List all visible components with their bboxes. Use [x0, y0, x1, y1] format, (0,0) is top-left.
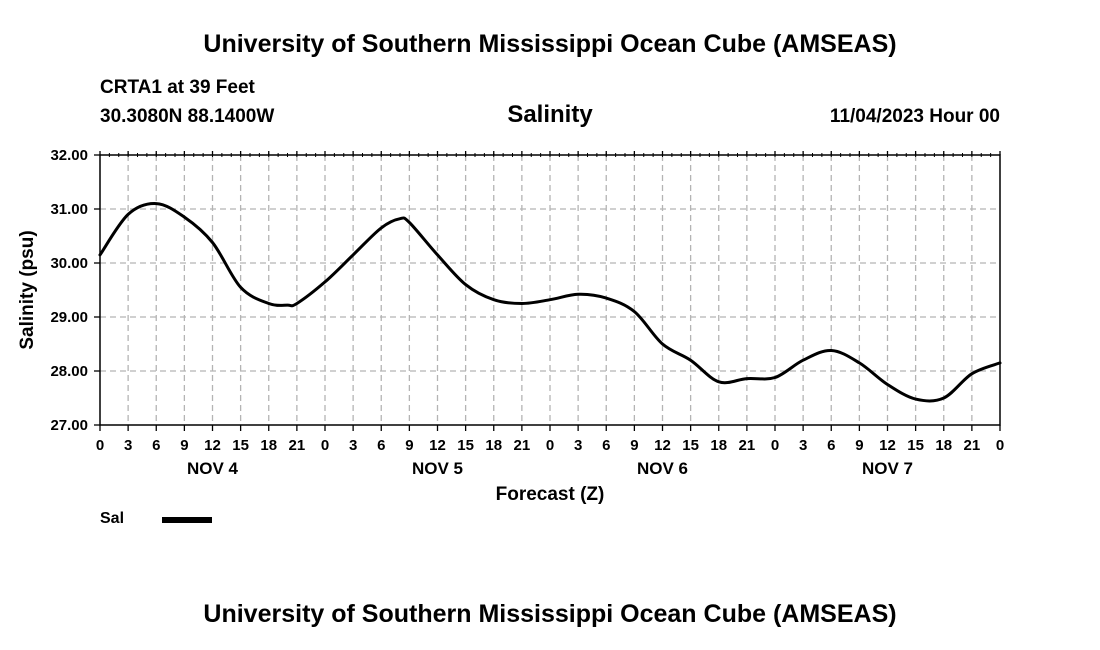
y-tick-label: 31.00 — [50, 201, 88, 218]
x-tick-label: 6 — [827, 437, 835, 454]
x-tick-label: 15 — [682, 437, 699, 454]
day-label: NOV 6 — [637, 459, 688, 478]
day-label: NOV 7 — [862, 459, 913, 478]
x-axis-title: Forecast (Z) — [496, 484, 605, 505]
x-tick-label: 12 — [879, 437, 896, 454]
x-tick-label: 18 — [485, 437, 502, 454]
day-label: NOV 5 — [412, 459, 463, 478]
x-tick-label: 21 — [739, 437, 756, 454]
x-tick-label: 12 — [429, 437, 446, 454]
x-tick-label: 15 — [457, 437, 474, 454]
y-axis-title: Salinity (psu) — [17, 230, 38, 349]
y-tick-label: 28.00 — [50, 363, 88, 380]
variable-title: Salinity — [507, 101, 593, 128]
x-tick-label: 0 — [96, 437, 104, 454]
x-tick-label: 6 — [602, 437, 610, 454]
day-label: NOV 4 — [187, 459, 239, 478]
y-tick-label: 27.00 — [50, 417, 88, 434]
y-tick-label: 32.00 — [50, 147, 88, 164]
x-tick-label: 3 — [574, 437, 582, 454]
axis-ticks — [94, 151, 1001, 431]
x-tick-label: 18 — [710, 437, 727, 454]
axis-labels: 0 3 6 9 12 15 18 21 0 3 6 9 12 15 18 21 0 3 6 9 12 15 18 21 0 3 6 9… — [50, 147, 1004, 478]
grid-lines — [100, 155, 1000, 425]
x-tick-label: 3 — [124, 437, 132, 454]
x-tick-label: 0 — [546, 437, 554, 454]
x-tick-label: 0 — [996, 437, 1004, 454]
x-tick-label: 12 — [654, 437, 671, 454]
x-tick-label: 9 — [180, 437, 188, 454]
x-tick-label: 9 — [855, 437, 863, 454]
x-tick-label: 9 — [405, 437, 413, 454]
y-tick-label: 29.00 — [50, 309, 88, 326]
x-tick-label: 3 — [349, 437, 357, 454]
coordinates-label: 30.3080N 88.1400W — [100, 106, 275, 127]
x-tick-label: 6 — [377, 437, 385, 454]
x-tick-label: 21 — [964, 437, 981, 454]
x-tick-label: 3 — [799, 437, 807, 454]
x-tick-label: 0 — [321, 437, 329, 454]
legend-label: Sal — [100, 510, 125, 527]
x-tick-label: 12 — [204, 437, 221, 454]
x-tick-label: 21 — [289, 437, 306, 454]
y-tick-label: 30.00 — [50, 255, 88, 272]
chart-title-top: University of Southern Mississippi Ocean… — [203, 30, 897, 58]
x-tick-label: 15 — [232, 437, 249, 454]
forecast-datetime: 11/04/2023 Hour 00 — [829, 106, 1000, 127]
x-tick-label: 18 — [260, 437, 277, 454]
x-tick-label: 6 — [152, 437, 160, 454]
x-tick-label: 15 — [907, 437, 924, 454]
chart-title-bottom: University of Southern Mississippi Ocean… — [203, 600, 897, 628]
x-tick-label: 18 — [935, 437, 952, 454]
x-tick-label: 0 — [771, 437, 779, 454]
station-label: CRTA1 at 39 Feet — [100, 77, 255, 98]
x-tick-label: 9 — [630, 437, 638, 454]
legend-line-swatch — [162, 517, 212, 523]
x-tick-label: 21 — [514, 437, 531, 454]
series-line-sal — [98, 202, 1002, 403]
